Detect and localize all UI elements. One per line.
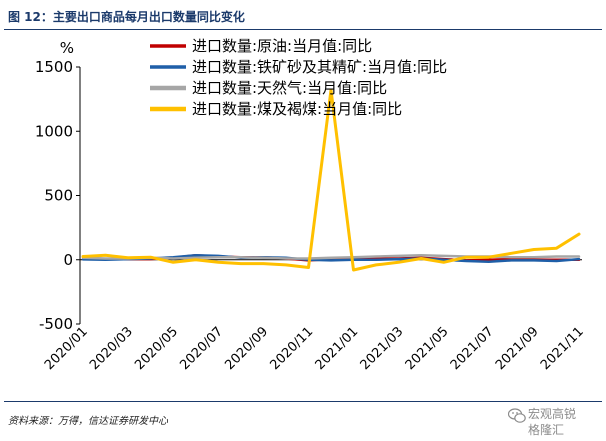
- y-tick-label: 1000: [35, 122, 73, 140]
- x-tick-label: 2020/05: [132, 324, 181, 373]
- wechat-logo-icon: [508, 408, 526, 423]
- x-tick-label: 2021/03: [358, 324, 407, 373]
- x-tick-label: 2021/07: [448, 324, 497, 373]
- x-tick-label: 2021/01: [313, 324, 362, 373]
- footer-divider: [4, 401, 602, 402]
- x-tick-label: 2021/05: [403, 324, 452, 373]
- legend-label-3: 进口数量:天然气:当月值:同比: [192, 79, 387, 97]
- watermark: 宏观高锐 格隆汇: [508, 404, 602, 438]
- legend-label-4: 进口数量:煤及褐煤:当月值:同比: [192, 100, 402, 118]
- x-tick-label: 2021/11: [538, 324, 587, 373]
- figure-title: 图 12：主要出口商品每月出口数量同比变化: [8, 10, 245, 24]
- y-axis-unit-label: %: [60, 39, 74, 57]
- chart-series-layer: [81, 88, 581, 272]
- x-tick-label: 2020/03: [87, 324, 136, 373]
- y-tick-label: 1500: [35, 58, 73, 76]
- x-tick-label: 2020/11: [267, 324, 316, 373]
- x-tick-label: 2021/09: [493, 324, 542, 373]
- title-divider: [4, 29, 602, 30]
- y-tick-label: -500: [39, 315, 73, 333]
- x-tick-label: 2020/09: [222, 324, 271, 373]
- line-chart: %150010005000-5002020/012020/032020/0520…: [35, 37, 587, 373]
- y-tick-label: 0: [63, 251, 73, 269]
- legend-label-2: 进口数量:铁矿砂及其精矿:当月值:同比: [192, 58, 447, 76]
- series-line-4: [81, 88, 581, 272]
- x-tick-label: 2020/07: [177, 324, 226, 373]
- watermark-line2: 格隆汇: [528, 423, 565, 437]
- chart-legend: 进口数量:原油:当月值:同比进口数量:铁矿砂及其精矿:当月值:同比进口数量:天然…: [150, 37, 447, 118]
- source-note: 资料来源：万得，信达证券研发中心: [8, 416, 168, 427]
- y-tick-label: 500: [44, 187, 73, 205]
- watermark-line1: 宏观高锐: [528, 407, 577, 421]
- legend-label-1: 进口数量:原油:当月值:同比: [192, 37, 372, 55]
